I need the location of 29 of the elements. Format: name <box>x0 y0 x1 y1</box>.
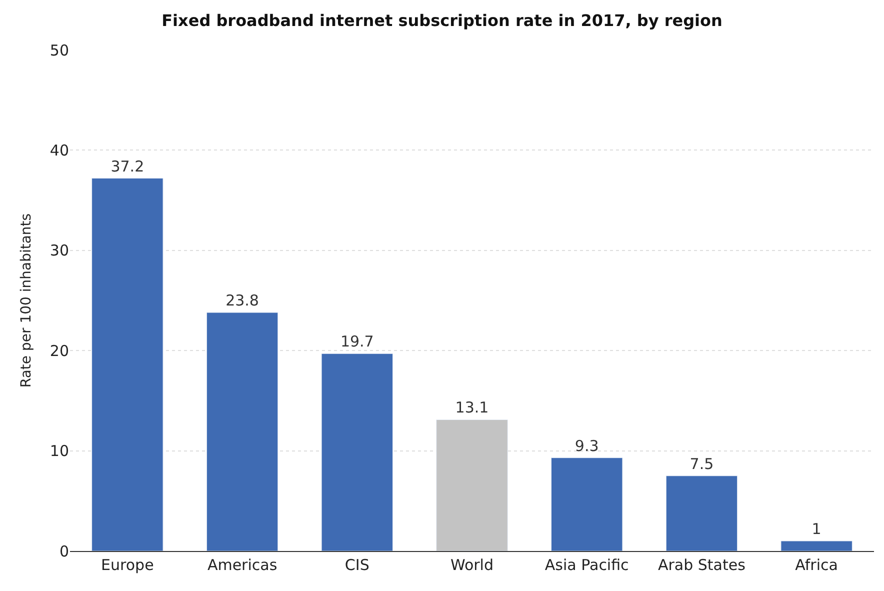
x-tick-label: Arab States <box>658 556 746 574</box>
x-tick-label: World <box>450 556 494 574</box>
y-tick-label: 10 <box>50 442 69 460</box>
x-tick-label: Americas <box>207 556 278 574</box>
x-tick-label: Asia Pacific <box>544 556 629 574</box>
y-axis-title: Rate per 100 inhabitants <box>18 213 35 388</box>
data-label: 19.7 <box>340 332 374 351</box>
data-label: 13.1 <box>455 398 489 417</box>
y-tick-label: 20 <box>50 342 69 360</box>
y-tick-label: 50 <box>50 41 69 60</box>
bar <box>92 178 164 551</box>
data-label: 7.5 <box>690 454 714 473</box>
x-tick-label: Europe <box>101 556 154 574</box>
x-tick-label: CIS <box>344 556 370 574</box>
y-tick-label: 40 <box>50 141 69 160</box>
bar <box>551 458 623 551</box>
chart-title: Fixed broadband internet subscription rate in 2017, by region <box>162 10 722 30</box>
bar <box>321 353 393 551</box>
bar <box>436 419 508 551</box>
data-label: 23.8 <box>226 292 259 310</box>
y-tick-label: 30 <box>50 242 69 260</box>
y-tick-label: 0 <box>59 542 69 560</box>
data-label: 37.2 <box>110 157 144 176</box>
data-label: 1 <box>812 520 822 538</box>
data-label: 9.3 <box>574 436 599 455</box>
x-tick-label: Africa <box>795 556 838 574</box>
bar <box>666 476 738 551</box>
bar <box>206 312 278 551</box>
bar <box>780 540 852 551</box>
